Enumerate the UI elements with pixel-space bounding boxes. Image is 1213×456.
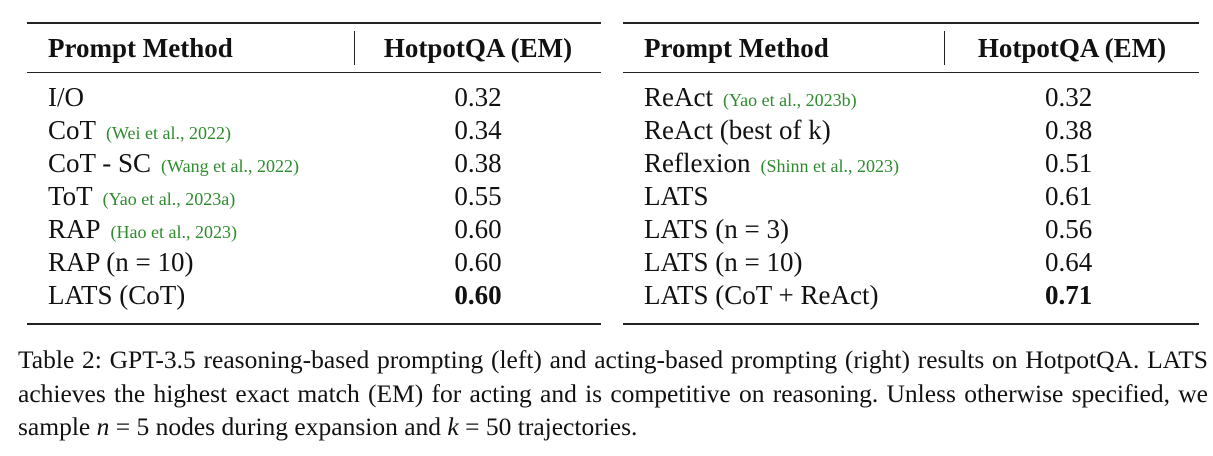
table-row: LATS (n = 10) 0.64 [623,246,1199,279]
table-row: RAP (Hao et al., 2023) 0.60 [27,213,601,246]
em-score-cell: 0.55 [454,181,502,211]
method-cell: CoT - SC (Wang et al., 2022) [27,148,355,179]
method-name: Reflexion [644,148,751,178]
caption-text-1: Table 2: GPT-3.5 reasoning-based prompti… [18,345,1208,441]
method-name: LATS [644,181,709,211]
method-name: LATS (CoT) [48,280,186,310]
header-hotpotqa-em: HotpotQA (EM) [977,32,1167,63]
citation-link[interactable]: (Wang et al., 2022) [161,156,300,176]
em-score-cell: 0.61 [1045,181,1093,211]
method-cell: LATS (n = 10) [623,247,945,278]
method-cell: CoT (Wei et al., 2022) [27,115,355,146]
citation-link[interactable]: (Yao et al., 2023b) [722,90,857,110]
caption-math-n: n [96,412,110,441]
method-cell: ReAct (Yao et al., 2023b) [623,82,945,113]
left-results-table: Prompt Method HotpotQA (EM) I/O 0.32 CoT (W… [27,22,601,325]
method-name: LATS (CoT + ReAct) [644,280,879,310]
table-row: LATS 0.61 [623,180,1199,213]
table-row: ToT (Yao et al., 2023a) 0.55 [27,180,601,213]
method-name: RAP (n = 10) [48,247,194,277]
method-name: ReAct [644,82,713,112]
method-name: RAP [48,214,101,244]
method-cell: I/O [27,82,355,113]
citation-link[interactable]: (Wei et al., 2022) [106,123,232,143]
table-caption: Table 2: GPT-3.5 reasoning-based prompti… [18,343,1208,444]
method-cell: ToT (Yao et al., 2023a) [27,181,355,212]
caption-math-k: k [447,412,459,441]
table-row: RAP (n = 10) 0.60 [27,246,601,279]
table-top-rule [27,22,601,24]
em-score-cell: 0.38 [1045,115,1093,145]
table-row: CoT - SC (Wang et al., 2022) 0.38 [27,147,601,180]
em-score-cell: 0.51 [1045,148,1093,178]
header-prompt-method: Prompt Method [27,31,355,65]
table-body: I/O 0.32 CoT (Wei et al., 2022) 0.34 CoT - SC… [27,73,601,323]
table-row: ReAct (Yao et al., 2023b) 0.32 [623,81,1199,114]
method-cell: RAP (n = 10) [27,247,355,278]
method-cell: RAP (Hao et al., 2023) [27,214,355,245]
table-row: LATS (CoT + ReAct) 0.71 [623,279,1199,312]
em-score-cell: 0.32 [454,82,502,112]
method-name: CoT - SC [48,148,152,178]
table-row: LATS (n = 3) 0.56 [623,213,1199,246]
em-score-cell: 0.64 [1045,247,1093,277]
method-cell: ReAct (best of k) [623,115,945,146]
table-header-row: Prompt Method HotpotQA (EM) [623,24,1199,72]
table-header-rule [27,72,601,73]
em-score-cell: 0.60 [454,280,502,310]
method-cell: LATS [623,181,945,212]
table-header-rule [623,72,1199,73]
table-row: CoT (Wei et al., 2022) 0.34 [27,114,601,147]
em-score-cell: 0.71 [1045,280,1093,310]
caption-text-2: = 5 nodes during expansion and [109,412,448,441]
method-name: ReAct (best of k) [644,115,831,145]
citation-link[interactable]: (Shinn et al., 2023) [760,156,899,176]
em-score-cell: 0.32 [1045,82,1093,112]
em-score-cell: 0.38 [454,148,502,178]
method-name: LATS (n = 10) [644,247,803,277]
em-score-cell: 0.34 [454,115,502,145]
em-score-cell: 0.60 [454,214,502,244]
table-top-rule [623,22,1199,24]
table-bottom-rule [27,323,601,325]
method-cell: Reflexion (Shinn et al., 2023) [623,148,945,179]
method-name: I/O [48,82,84,112]
table-row: ReAct (best of k) 0.38 [623,114,1199,147]
table-row: LATS (CoT) 0.60 [27,279,601,312]
header-hotpotqa-em: HotpotQA (EM) [383,32,573,63]
method-cell: LATS (CoT + ReAct) [623,280,945,311]
method-cell: LATS (CoT) [27,280,355,311]
em-score-cell: 0.56 [1045,214,1093,244]
table-bottom-rule [623,323,1199,325]
table-header-row: Prompt Method HotpotQA (EM) [27,24,601,72]
method-name: LATS (n = 3) [644,214,789,244]
right-results-table: Prompt Method HotpotQA (EM) ReAct (Yao et… [623,22,1199,325]
table-row: I/O 0.32 [27,81,601,114]
citation-link[interactable]: (Hao et al., 2023) [110,222,237,242]
table-row: Reflexion (Shinn et al., 2023) 0.51 [623,147,1199,180]
citation-link[interactable]: (Yao et al., 2023a) [102,189,236,209]
method-name: ToT [48,181,93,211]
caption-text-3: = 50 trajectories. [458,412,638,441]
method-name: CoT [48,115,97,145]
method-cell: LATS (n = 3) [623,214,945,245]
header-prompt-method: Prompt Method [623,31,945,65]
table-body: ReAct (Yao et al., 2023b) 0.32 ReAct (best … [623,73,1199,323]
em-score-cell: 0.60 [454,247,502,277]
